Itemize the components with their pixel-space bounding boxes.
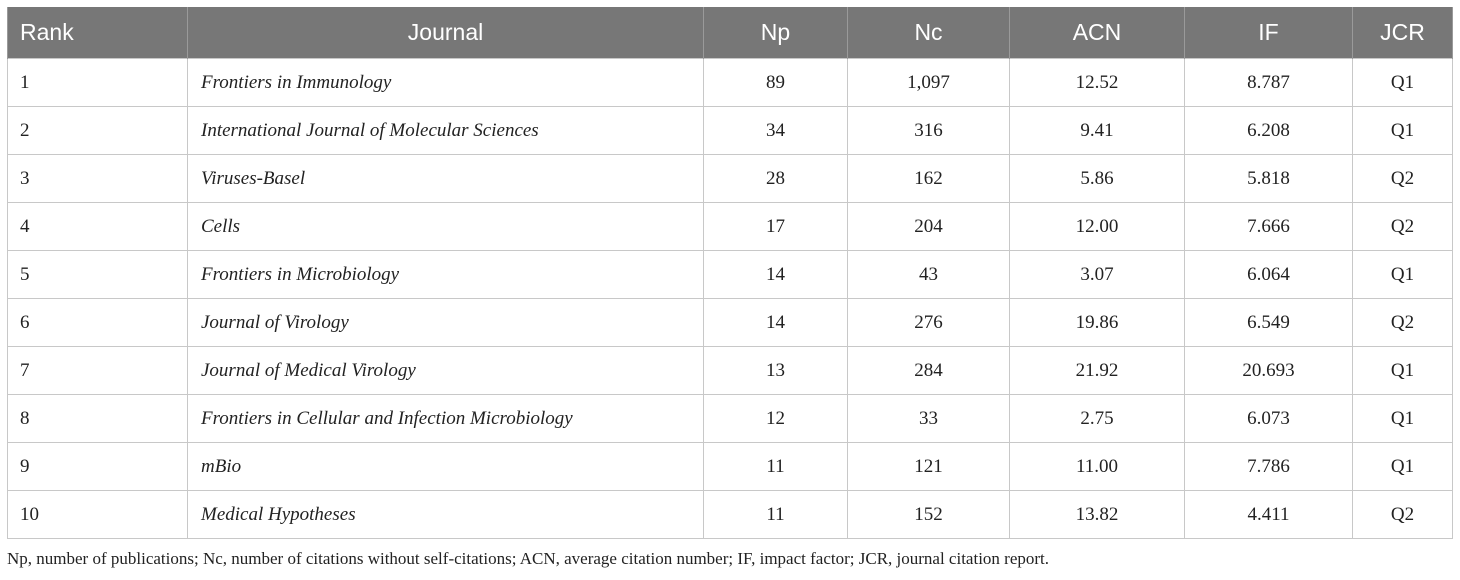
- cell-journal: Frontiers in Cellular and Infection Micr…: [187, 394, 704, 443]
- cell-np: 14: [703, 250, 848, 299]
- cell-journal: International Journal of Molecular Scien…: [187, 106, 704, 155]
- cell-nc: 33: [847, 394, 1010, 443]
- cell-jcr: Q2: [1352, 202, 1453, 251]
- cell-np: 11: [703, 490, 848, 539]
- table-row: 8 Frontiers in Cellular and Infection Mi…: [7, 394, 1453, 443]
- table-row: 4 Cells 17 204 12.00 7.666 Q2: [7, 202, 1453, 251]
- cell-acn: 19.86: [1009, 298, 1185, 347]
- cell-rank: 5: [7, 250, 188, 299]
- cell-if: 7.786: [1184, 442, 1353, 491]
- cell-journal: Journal of Medical Virology: [187, 346, 704, 395]
- cell-np: 34: [703, 106, 848, 155]
- table-row: 3 Viruses-Basel 28 162 5.86 5.818 Q2: [7, 154, 1453, 203]
- cell-jcr: Q2: [1352, 298, 1453, 347]
- cell-rank: 9: [7, 442, 188, 491]
- header-nc: Nc: [847, 7, 1010, 59]
- table-row: 9 mBio 11 121 11.00 7.786 Q1: [7, 442, 1453, 491]
- cell-rank: 4: [7, 202, 188, 251]
- cell-journal: Frontiers in Immunology: [187, 58, 704, 107]
- cell-jcr: Q1: [1352, 346, 1453, 395]
- header-journal: Journal: [187, 7, 704, 59]
- cell-if: 6.549: [1184, 298, 1353, 347]
- table-row: 10 Medical Hypotheses 11 152 13.82 4.411…: [7, 490, 1453, 539]
- cell-if: 20.693: [1184, 346, 1353, 395]
- header-acn: ACN: [1009, 7, 1185, 59]
- cell-journal: Cells: [187, 202, 704, 251]
- cell-if: 7.666: [1184, 202, 1353, 251]
- cell-rank: 8: [7, 394, 188, 443]
- cell-nc: 204: [847, 202, 1010, 251]
- cell-nc: 162: [847, 154, 1010, 203]
- cell-if: 4.411: [1184, 490, 1353, 539]
- cell-jcr: Q1: [1352, 106, 1453, 155]
- cell-if: 5.818: [1184, 154, 1353, 203]
- cell-np: 17: [703, 202, 848, 251]
- cell-rank: 2: [7, 106, 188, 155]
- cell-nc: 152: [847, 490, 1010, 539]
- cell-nc: 121: [847, 442, 1010, 491]
- cell-np: 28: [703, 154, 848, 203]
- cell-journal: Journal of Virology: [187, 298, 704, 347]
- cell-acn: 12.00: [1009, 202, 1185, 251]
- cell-np: 12: [703, 394, 848, 443]
- cell-journal: Frontiers in Microbiology: [187, 250, 704, 299]
- table-container: Rank Journal Np Nc ACN IF JCR 1 Frontier…: [7, 7, 1453, 569]
- cell-np: 89: [703, 58, 848, 107]
- cell-jcr: Q1: [1352, 394, 1453, 443]
- cell-nc: 1,097: [847, 58, 1010, 107]
- cell-acn: 3.07: [1009, 250, 1185, 299]
- cell-jcr: Q2: [1352, 154, 1453, 203]
- cell-jcr: Q1: [1352, 442, 1453, 491]
- cell-nc: 43: [847, 250, 1010, 299]
- cell-journal: mBio: [187, 442, 704, 491]
- cell-np: 13: [703, 346, 848, 395]
- cell-acn: 13.82: [1009, 490, 1185, 539]
- cell-nc: 276: [847, 298, 1010, 347]
- table-row: 5 Frontiers in Microbiology 14 43 3.07 6…: [7, 250, 1453, 299]
- cell-rank: 7: [7, 346, 188, 395]
- header-np: Np: [703, 7, 848, 59]
- header-row: Rank Journal Np Nc ACN IF JCR: [7, 7, 1453, 59]
- cell-acn: 2.75: [1009, 394, 1185, 443]
- table-row: 1 Frontiers in Immunology 89 1,097 12.52…: [7, 58, 1453, 107]
- cell-journal: Viruses-Basel: [187, 154, 704, 203]
- cell-journal: Medical Hypotheses: [187, 490, 704, 539]
- cell-rank: 10: [7, 490, 188, 539]
- cell-np: 11: [703, 442, 848, 491]
- header-jcr: JCR: [1352, 7, 1453, 59]
- cell-acn: 9.41: [1009, 106, 1185, 155]
- cell-np: 14: [703, 298, 848, 347]
- table-body: 1 Frontiers in Immunology 89 1,097 12.52…: [7, 58, 1453, 539]
- header-if: IF: [1184, 7, 1353, 59]
- table-row: 6 Journal of Virology 14 276 19.86 6.549…: [7, 298, 1453, 347]
- cell-acn: 21.92: [1009, 346, 1185, 395]
- cell-acn: 5.86: [1009, 154, 1185, 203]
- table-footnote: Np, number of publications; Nc, number o…: [7, 549, 1050, 568]
- cell-if: 6.064: [1184, 250, 1353, 299]
- header-rank: Rank: [7, 7, 188, 59]
- cell-acn: 11.00: [1009, 442, 1185, 491]
- table-row: 2 International Journal of Molecular Sci…: [7, 106, 1453, 155]
- cell-rank: 1: [7, 58, 188, 107]
- cell-jcr: Q1: [1352, 58, 1453, 107]
- cell-jcr: Q1: [1352, 250, 1453, 299]
- cell-rank: 6: [7, 298, 188, 347]
- cell-if: 6.073: [1184, 394, 1353, 443]
- cell-rank: 3: [7, 154, 188, 203]
- cell-nc: 284: [847, 346, 1010, 395]
- cell-nc: 316: [847, 106, 1010, 155]
- journals-table: Rank Journal Np Nc ACN IF JCR 1 Frontier…: [7, 7, 1453, 539]
- cell-if: 8.787: [1184, 58, 1353, 107]
- table-header: Rank Journal Np Nc ACN IF JCR: [7, 7, 1453, 59]
- table-row: 7 Journal of Medical Virology 13 284 21.…: [7, 346, 1453, 395]
- cell-jcr: Q2: [1352, 490, 1453, 539]
- cell-acn: 12.52: [1009, 58, 1185, 107]
- cell-if: 6.208: [1184, 106, 1353, 155]
